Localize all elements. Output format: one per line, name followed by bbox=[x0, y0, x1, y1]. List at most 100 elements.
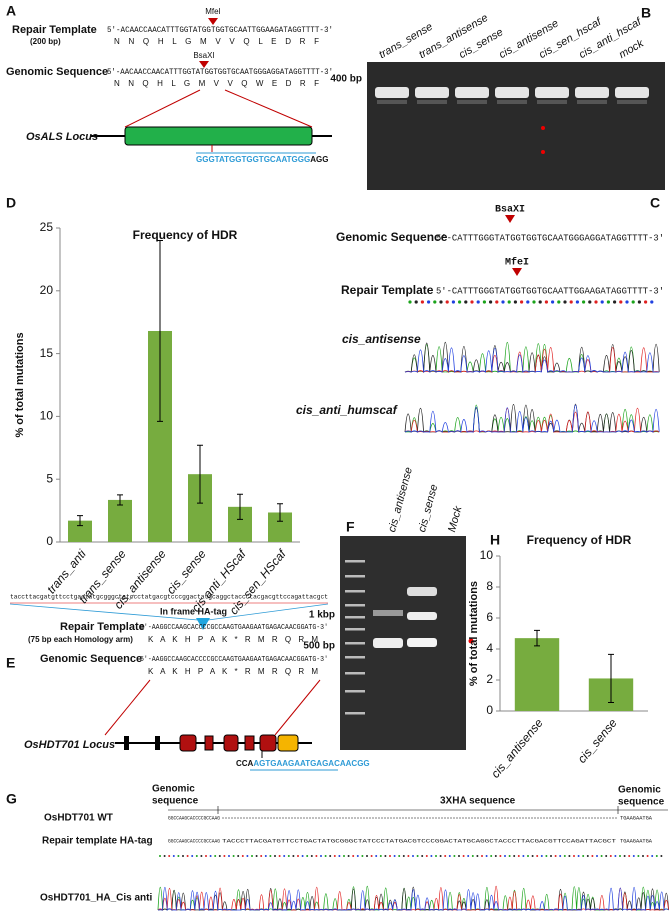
base-dot bbox=[520, 300, 524, 304]
exon bbox=[223, 734, 239, 752]
gel-band bbox=[375, 87, 409, 98]
base-dot bbox=[582, 855, 585, 857]
base-dot bbox=[384, 855, 387, 857]
base-dot bbox=[582, 300, 586, 304]
base-dot bbox=[481, 855, 483, 857]
error-bar bbox=[197, 444, 203, 504]
base-dot bbox=[343, 855, 345, 857]
base-dot bbox=[495, 300, 499, 304]
marker-dot bbox=[468, 638, 474, 644]
base-dot bbox=[501, 300, 505, 304]
base-dot bbox=[269, 855, 272, 857]
row-label: OsHDT701 WT bbox=[44, 813, 113, 824]
trace bbox=[157, 886, 669, 911]
cut-marker bbox=[199, 61, 209, 68]
y-tick-label: 2 bbox=[486, 672, 493, 686]
gel-band bbox=[407, 612, 437, 620]
base-dot bbox=[338, 855, 341, 857]
amino-acids: N N Q H L G M V V Q W E D R F bbox=[114, 79, 319, 88]
base-dot bbox=[177, 855, 180, 857]
gel-band bbox=[407, 638, 437, 647]
base-dot bbox=[172, 855, 175, 857]
row-label: Genomic Sequence bbox=[6, 66, 108, 78]
base-dot bbox=[163, 855, 166, 857]
panel-label: B bbox=[641, 5, 651, 21]
row-label: Genomic Sequence bbox=[40, 653, 142, 665]
base-dot bbox=[644, 300, 648, 304]
base-dot bbox=[522, 855, 525, 857]
enzyme-label: MfeI bbox=[505, 257, 529, 269]
base-dot bbox=[287, 855, 290, 857]
base-dot bbox=[407, 855, 410, 857]
y-tick-label: 15 bbox=[40, 346, 54, 360]
error-bar bbox=[237, 493, 243, 520]
pam: CCA bbox=[236, 759, 254, 768]
base-dot bbox=[605, 855, 608, 857]
locus-label: OsALS Locus bbox=[26, 131, 98, 143]
base-dot bbox=[427, 300, 431, 304]
x-tick-label: cis_antisense bbox=[488, 716, 546, 781]
panel-label: G bbox=[6, 791, 17, 807]
panel-label: H bbox=[490, 532, 500, 548]
ladder-band bbox=[345, 616, 365, 619]
exon bbox=[259, 734, 277, 752]
base-dot bbox=[471, 855, 474, 857]
ha-label: In frame HA-tag bbox=[160, 606, 227, 616]
y-axis-label: % of total mutations bbox=[14, 332, 26, 437]
error-bar bbox=[117, 494, 123, 506]
base-dot bbox=[575, 300, 580, 304]
cut-marker bbox=[512, 268, 522, 276]
base-dot bbox=[606, 300, 611, 304]
base-dot bbox=[499, 855, 502, 857]
enzyme-label: MfeI bbox=[205, 7, 221, 16]
bar bbox=[514, 638, 560, 711]
base-dot bbox=[625, 300, 629, 304]
base-dot bbox=[458, 300, 462, 304]
base-dot bbox=[214, 855, 217, 857]
base-dot bbox=[218, 855, 221, 857]
cut-marker bbox=[505, 215, 515, 223]
base-dot bbox=[333, 855, 336, 857]
base-dot bbox=[651, 855, 654, 857]
row-note: (200 bp) bbox=[30, 37, 61, 46]
guide: AGTGAAGAATGAGACAACGG bbox=[253, 759, 369, 768]
base-dot bbox=[398, 855, 401, 857]
base-dot bbox=[433, 300, 437, 304]
base-dot bbox=[531, 855, 534, 857]
base-dot bbox=[660, 855, 663, 857]
trace bbox=[157, 886, 669, 911]
panel-label: A bbox=[6, 3, 16, 19]
insert-marker bbox=[196, 618, 210, 630]
charts: Frequency of HDR % of total mutations 0 5 10… bbox=[14, 220, 648, 781]
zoom-line bbox=[224, 89, 313, 128]
gel-band bbox=[615, 87, 649, 98]
bar bbox=[108, 499, 132, 542]
base-dot bbox=[414, 300, 418, 304]
amino-acids: K A K H P A K * R M R Q R M bbox=[148, 635, 318, 644]
zoom-line bbox=[124, 89, 201, 128]
lane-label: cis_antisense bbox=[386, 466, 415, 533]
guide-seq: CCAAGTGAAGAATGAGACAACGG bbox=[236, 759, 370, 768]
panel-label: C bbox=[650, 195, 660, 211]
amino-acids: N N Q H L G M V V Q L E D R F bbox=[114, 37, 319, 46]
base-dot bbox=[439, 855, 442, 857]
base-dot bbox=[517, 855, 520, 857]
gel-band bbox=[373, 610, 403, 616]
base-dot bbox=[614, 855, 617, 857]
gel-smear bbox=[497, 100, 527, 104]
base-dot bbox=[540, 855, 543, 857]
base-dot bbox=[577, 855, 580, 857]
ladder-band bbox=[345, 604, 365, 607]
y-tick-label: 5 bbox=[46, 471, 53, 485]
base-dot bbox=[551, 300, 555, 304]
base-dot bbox=[600, 300, 604, 304]
gel-smear bbox=[377, 100, 407, 104]
ladder-band bbox=[345, 590, 365, 593]
base-dot bbox=[467, 855, 470, 857]
error-bar bbox=[77, 515, 83, 527]
base-dot bbox=[470, 300, 474, 304]
base-dot bbox=[489, 300, 493, 304]
base-dot bbox=[389, 855, 391, 857]
base-dot bbox=[494, 855, 497, 857]
